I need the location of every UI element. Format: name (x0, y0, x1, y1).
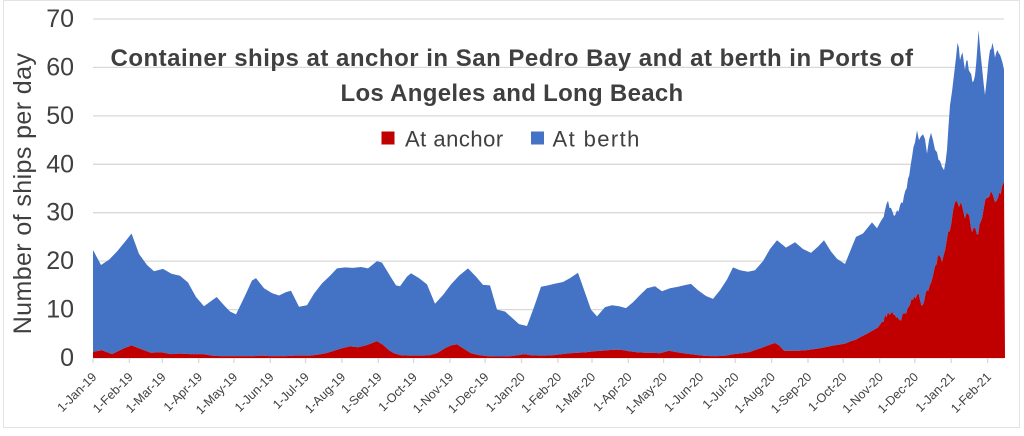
svg-text:40: 40 (46, 150, 74, 178)
svg-text:70: 70 (46, 5, 74, 33)
svg-text:Container ships at anchor in S: Container ships at anchor in San Pedro B… (111, 45, 914, 72)
svg-text:20: 20 (46, 247, 74, 275)
svg-text:30: 30 (46, 199, 74, 227)
svg-text:At berth: At berth (553, 127, 641, 152)
svg-text:At anchor: At anchor (405, 127, 504, 152)
svg-text:Number of ships per day: Number of ships per day (9, 53, 37, 335)
svg-text:10: 10 (46, 296, 74, 324)
svg-text:50: 50 (46, 102, 74, 130)
svg-text:Los Angeles and Long Beach: Los Angeles and Long Beach (341, 80, 684, 107)
svg-text:0: 0 (60, 344, 74, 372)
svg-text:60: 60 (46, 53, 74, 81)
